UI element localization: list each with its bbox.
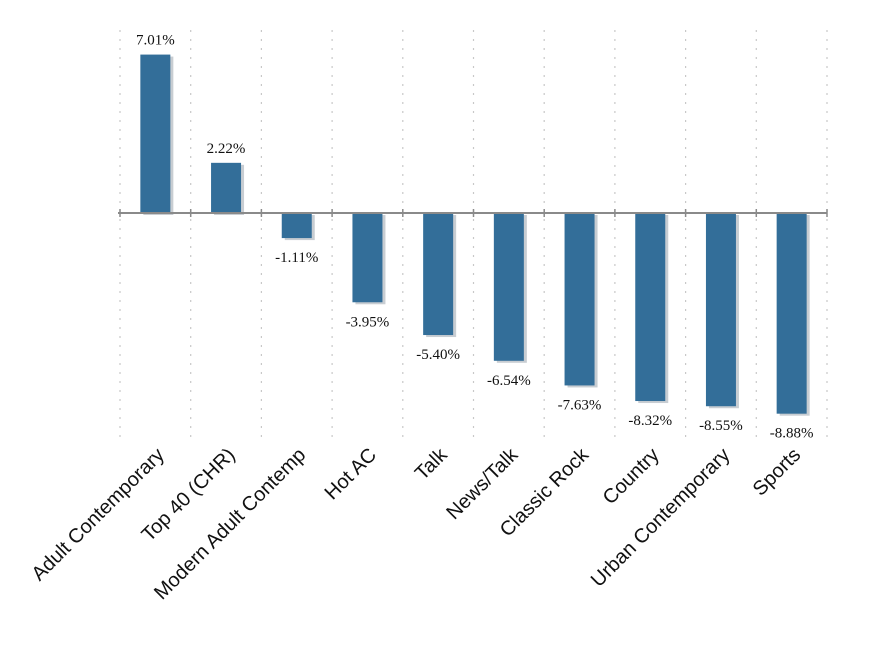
category-label: Country (599, 444, 664, 509)
category-label: Urban Contemporary (587, 444, 735, 592)
value-label: -7.63% (558, 397, 602, 413)
value-labels: 7.01% 2.22% -1.11% -3.95% -5.40% -6.54% -7.63%… (136, 33, 814, 442)
category-label: Hot AC (321, 444, 381, 504)
bar-9 (705, 213, 736, 407)
value-label: 7.01% (136, 33, 175, 49)
bar-1 (140, 54, 171, 213)
value-label: -5.40% (416, 347, 460, 363)
bar-3 (281, 213, 312, 239)
bar-7 (564, 213, 595, 386)
value-label: -8.55% (699, 418, 743, 434)
bar-6 (493, 213, 524, 361)
value-label: -6.54% (487, 373, 531, 389)
bars (140, 54, 810, 416)
bar-5 (423, 213, 454, 336)
bar-4 (352, 213, 383, 303)
value-label: -8.32% (628, 413, 672, 429)
value-label: -1.11% (275, 250, 318, 266)
value-label: 2.22% (207, 141, 246, 157)
category-label: Talk (411, 443, 452, 484)
axis-ticks (119, 209, 828, 217)
category-label: Adult Contemporary (28, 444, 169, 585)
bar-8 (635, 213, 666, 402)
value-label: -3.95% (346, 314, 390, 330)
bar-2 (211, 162, 242, 213)
bar-10 (776, 213, 807, 414)
category-label: Sports (749, 444, 805, 500)
value-label: -8.88% (770, 426, 814, 442)
